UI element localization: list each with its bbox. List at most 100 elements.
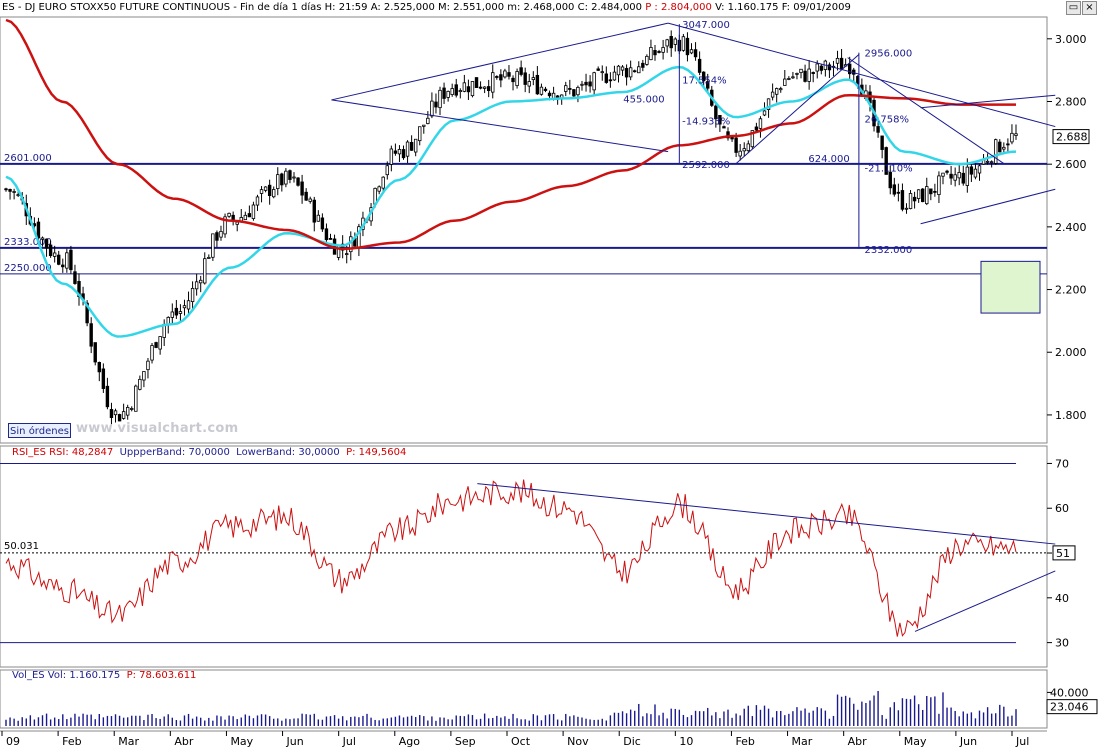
price-candle-body bbox=[985, 160, 990, 163]
price-annotation: -14.933% bbox=[682, 116, 730, 127]
orders-button[interactable]: Sin órdenes bbox=[8, 423, 71, 438]
price-candle-body bbox=[876, 126, 880, 133]
price-candle-body bbox=[474, 77, 479, 89]
price-candle-body bbox=[547, 92, 552, 97]
price-candle-body bbox=[847, 63, 852, 75]
close-button[interactable]: × bbox=[1082, 1, 1097, 15]
price-candle-body bbox=[766, 98, 771, 110]
ma-long-line bbox=[5, 18, 1016, 251]
rsi-trend-line bbox=[914, 570, 1056, 632]
price-candle-body bbox=[12, 191, 16, 193]
price-candle-body bbox=[527, 81, 531, 87]
price-candle-body bbox=[44, 238, 49, 249]
price-candle-body bbox=[637, 66, 641, 74]
price-candle-body bbox=[109, 409, 114, 418]
price-candle-body bbox=[612, 71, 617, 81]
price-candle-body bbox=[884, 147, 888, 175]
price-candle-body bbox=[446, 90, 450, 98]
price-candle-body bbox=[726, 131, 730, 139]
time-tick-label: Abr bbox=[174, 735, 194, 747]
price-candle-body bbox=[385, 165, 389, 176]
price-candle-body bbox=[835, 57, 840, 64]
price-candle-body bbox=[803, 70, 807, 82]
price-candle-body bbox=[146, 360, 150, 371]
trend-line bbox=[331, 99, 669, 153]
price-candle-body bbox=[989, 161, 994, 164]
price-candle-body bbox=[957, 171, 961, 179]
price-candle-body bbox=[600, 71, 604, 74]
price-candle-body bbox=[158, 336, 162, 350]
price-tick-label: 2.400 bbox=[1055, 221, 1087, 234]
price-candle-body bbox=[892, 184, 897, 195]
price-candle-body bbox=[815, 63, 819, 72]
rsi-last-marker bbox=[1052, 545, 1076, 561]
price-candle-body bbox=[519, 67, 523, 75]
price-candle-body bbox=[381, 176, 385, 189]
price-candle-body bbox=[134, 385, 138, 412]
price-candle-body bbox=[657, 51, 661, 53]
price-candle-body bbox=[661, 47, 665, 53]
price-candle-body bbox=[312, 199, 316, 223]
price-candle-body bbox=[93, 342, 97, 363]
price-candle-body bbox=[121, 411, 126, 419]
price-candle-body bbox=[495, 76, 499, 78]
price-candle-body bbox=[478, 86, 483, 89]
time-tick-label: Ago bbox=[399, 735, 421, 747]
price-candle-body bbox=[718, 114, 722, 125]
volume-title-prefix: Vol_ES Vol: 1.160.175 bbox=[12, 670, 121, 681]
price-candle-body bbox=[795, 72, 799, 75]
price-candle-body bbox=[580, 83, 584, 86]
price-candle-body bbox=[8, 188, 12, 192]
price-candle-body bbox=[304, 191, 308, 201]
price-candle-body bbox=[701, 71, 706, 82]
price-candle-body bbox=[194, 281, 199, 290]
axes-layer: 3.000 2.800 2.600 2.400 2.200 2.000 1.800 2.688… bbox=[1, 33, 1098, 747]
price-candle-body bbox=[880, 135, 884, 150]
price-candle-body bbox=[645, 55, 649, 65]
rsi-layer: 50.031 bbox=[0, 462, 1056, 644]
price-candle-body bbox=[685, 37, 690, 56]
rsi-tick-label: 70 bbox=[1055, 457, 1069, 470]
price-candle-body bbox=[296, 177, 300, 186]
trend-line bbox=[735, 54, 860, 165]
price-candle-body bbox=[641, 62, 645, 68]
ma-short-line bbox=[5, 65, 1017, 338]
price-candle-body bbox=[592, 72, 596, 91]
price-candle-body bbox=[442, 87, 446, 99]
price-annotation: 26.758% bbox=[865, 115, 910, 126]
price-candle-body bbox=[543, 88, 548, 91]
price-candle-body bbox=[393, 150, 398, 154]
price-candle-body bbox=[669, 36, 673, 49]
price-candle-body bbox=[604, 73, 609, 83]
price-candle-body bbox=[345, 253, 349, 256]
price-candle-body bbox=[1014, 133, 1018, 136]
rsi-trend-line bbox=[477, 483, 1056, 545]
price-candle-body bbox=[564, 85, 568, 92]
rsi-tick-label: 60 bbox=[1055, 502, 1069, 515]
restore-button[interactable]: ▭ bbox=[1066, 1, 1081, 15]
time-tick-label: 09 bbox=[6, 735, 20, 747]
price-candle-body bbox=[616, 65, 621, 76]
price-candle-body bbox=[454, 84, 458, 96]
price-candle-body bbox=[819, 65, 824, 71]
price-candle-body bbox=[211, 233, 215, 258]
chart-title-text: ES - DJ EURO STOXX50 FUTURE CONTINUOUS -… bbox=[2, 2, 643, 13]
price-candle-body bbox=[738, 150, 742, 157]
price-tick-label: 1.800 bbox=[1055, 409, 1087, 422]
price-candle-body bbox=[182, 305, 187, 309]
price-candle-body bbox=[308, 198, 312, 202]
volume-title: Vol_ES Vol: 1.160.175 P: 78.603.611 bbox=[12, 669, 196, 683]
price-candle-body bbox=[799, 68, 803, 74]
price-candle-body bbox=[584, 81, 588, 86]
volume-panel bbox=[0, 669, 1048, 729]
price-candle-body bbox=[807, 68, 811, 82]
price-candle-body bbox=[438, 89, 442, 109]
price-annotation: 2956.000 bbox=[865, 49, 913, 60]
price-candle-body bbox=[754, 126, 759, 131]
rsi-title-prefix: RSI_ES RSI: 48,2847 bbox=[12, 447, 114, 458]
price-layer: 2601.000 2333.000 2250.000 3047.000 2956.000… bbox=[0, 18, 1056, 425]
price-candle-body bbox=[904, 207, 909, 210]
price-candle-body bbox=[998, 141, 1002, 153]
price-candle-body bbox=[689, 49, 694, 54]
price-candle-body bbox=[190, 287, 195, 302]
